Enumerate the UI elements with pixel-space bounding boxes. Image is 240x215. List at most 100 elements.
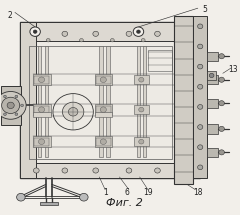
- Circle shape: [79, 38, 83, 42]
- Circle shape: [219, 150, 224, 155]
- Bar: [207, 75, 218, 84]
- Circle shape: [38, 139, 45, 144]
- Bar: [45, 46, 48, 157]
- Circle shape: [198, 64, 203, 69]
- Text: 18: 18: [193, 188, 203, 197]
- Bar: [33, 74, 51, 85]
- Circle shape: [126, 31, 132, 36]
- Circle shape: [198, 84, 203, 89]
- Circle shape: [17, 193, 25, 201]
- Bar: [33, 112, 51, 117]
- Circle shape: [33, 30, 37, 33]
- Bar: [34, 106, 49, 114]
- Circle shape: [110, 38, 114, 42]
- Text: Фиг. 2: Фиг. 2: [106, 198, 143, 208]
- Circle shape: [100, 107, 106, 112]
- Circle shape: [30, 27, 40, 36]
- Bar: [95, 104, 112, 115]
- Circle shape: [139, 139, 144, 144]
- Text: 5: 5: [203, 5, 207, 14]
- Circle shape: [0, 91, 26, 119]
- Bar: [174, 16, 193, 184]
- Circle shape: [198, 125, 203, 129]
- Bar: [34, 76, 49, 84]
- Circle shape: [46, 38, 50, 42]
- Bar: [96, 106, 111, 114]
- Circle shape: [38, 77, 45, 83]
- Bar: [134, 105, 149, 114]
- Circle shape: [198, 145, 203, 149]
- Circle shape: [137, 30, 140, 33]
- Circle shape: [219, 54, 224, 59]
- Circle shape: [198, 104, 203, 109]
- Bar: [137, 46, 140, 157]
- Bar: [95, 112, 112, 117]
- Circle shape: [38, 107, 45, 112]
- Circle shape: [133, 27, 144, 36]
- Bar: [193, 16, 207, 178]
- Bar: [1, 86, 21, 124]
- Circle shape: [4, 113, 6, 115]
- Circle shape: [209, 73, 214, 78]
- Circle shape: [219, 101, 224, 106]
- Circle shape: [68, 108, 78, 116]
- Bar: [37, 46, 41, 157]
- Circle shape: [7, 102, 14, 109]
- Circle shape: [2, 97, 20, 114]
- Bar: [207, 71, 216, 80]
- Circle shape: [0, 104, 1, 107]
- Circle shape: [4, 95, 6, 98]
- Circle shape: [219, 77, 224, 82]
- Circle shape: [155, 168, 160, 173]
- Circle shape: [62, 31, 68, 36]
- Circle shape: [15, 113, 18, 115]
- Circle shape: [219, 126, 224, 131]
- Bar: [143, 46, 146, 157]
- Circle shape: [93, 31, 99, 36]
- Bar: [95, 74, 112, 85]
- Bar: [40, 202, 58, 205]
- Circle shape: [62, 102, 84, 121]
- Bar: [20, 22, 200, 178]
- Circle shape: [141, 38, 145, 42]
- Text: 19: 19: [143, 188, 153, 197]
- Bar: [207, 124, 218, 134]
- Bar: [33, 104, 51, 115]
- Text: 2: 2: [8, 11, 12, 20]
- Text: 1: 1: [103, 188, 108, 197]
- Bar: [207, 148, 218, 157]
- Circle shape: [33, 168, 39, 173]
- Circle shape: [15, 95, 18, 98]
- Circle shape: [198, 24, 203, 29]
- Bar: [95, 136, 112, 147]
- Bar: [29, 46, 172, 159]
- Circle shape: [21, 104, 24, 107]
- Circle shape: [198, 44, 203, 49]
- Circle shape: [93, 168, 99, 173]
- Bar: [34, 138, 49, 146]
- Circle shape: [100, 139, 106, 144]
- Bar: [33, 136, 51, 147]
- Circle shape: [139, 107, 144, 112]
- Circle shape: [62, 168, 68, 173]
- Bar: [207, 52, 218, 61]
- Text: 13: 13: [229, 64, 238, 74]
- Bar: [96, 138, 111, 146]
- Circle shape: [126, 168, 132, 173]
- Circle shape: [139, 77, 144, 82]
- Circle shape: [100, 77, 106, 83]
- Circle shape: [33, 31, 39, 36]
- Text: 6: 6: [124, 188, 129, 197]
- Circle shape: [198, 165, 203, 170]
- Circle shape: [155, 31, 160, 36]
- Bar: [106, 46, 110, 157]
- Bar: [20, 163, 200, 178]
- Bar: [96, 76, 111, 84]
- Bar: [148, 50, 172, 71]
- Bar: [134, 75, 149, 84]
- Bar: [20, 22, 200, 41]
- Bar: [207, 98, 218, 108]
- Bar: [134, 137, 149, 146]
- Circle shape: [79, 193, 88, 201]
- Bar: [99, 46, 103, 157]
